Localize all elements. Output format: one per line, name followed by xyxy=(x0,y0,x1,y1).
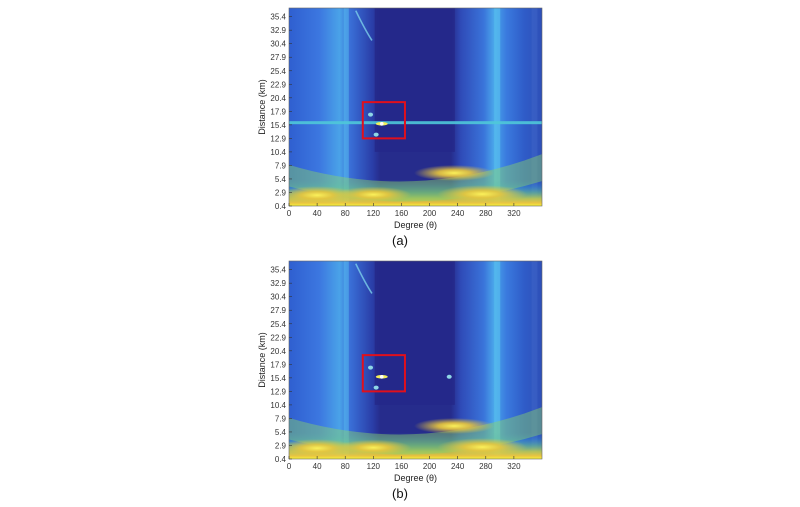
hot-spot xyxy=(335,186,412,203)
x-tick-label: 40 xyxy=(313,209,322,218)
x-tick-label: 320 xyxy=(507,209,521,218)
y-axis-label: Distance (km) xyxy=(257,79,267,135)
y-tick-label: 22.9 xyxy=(270,80,286,89)
x-tick-label: 80 xyxy=(341,462,350,471)
panel-b: 0 40 80 120 160 200 240 280 320 0.4 2.9 5.4 7.9 10.4 1… xyxy=(0,253,800,507)
y-tick-label: 25.4 xyxy=(270,320,286,329)
y-tick-label: 15.4 xyxy=(270,121,286,130)
clutter-column xyxy=(494,8,501,206)
clutter-line xyxy=(289,121,542,125)
x-tick-label: 200 xyxy=(423,209,437,218)
y-tick-label: 10.4 xyxy=(270,401,286,410)
x-tick-label: 240 xyxy=(451,462,465,471)
hot-spot xyxy=(289,186,358,205)
x-tick-label: 160 xyxy=(395,462,409,471)
caption-a: (a) xyxy=(392,233,408,248)
target-mark xyxy=(373,132,379,137)
x-tick-label: 160 xyxy=(395,209,409,218)
x-axis-label: Degree (θ) xyxy=(394,220,437,230)
target-core xyxy=(379,374,384,379)
x-tick-label: 200 xyxy=(423,462,437,471)
x-tick-label: 280 xyxy=(479,462,493,471)
dark-region xyxy=(374,261,455,405)
caption-b: (b) xyxy=(392,486,408,501)
y-tick-label: 5.4 xyxy=(275,428,287,437)
y-tick-label: 25.4 xyxy=(270,67,286,76)
target-mark xyxy=(446,374,452,379)
dark-region xyxy=(374,8,455,152)
x-tick-label: 0 xyxy=(287,209,292,218)
plot-area xyxy=(289,261,542,459)
y-tick-label: 0.4 xyxy=(275,455,287,464)
x-tick-label: 240 xyxy=(451,209,465,218)
x-tick-label: 120 xyxy=(367,209,381,218)
x-tick-label: 40 xyxy=(313,462,322,471)
clutter-column xyxy=(343,261,349,459)
y-tick-label: 32.9 xyxy=(270,26,286,35)
clutter-column xyxy=(343,8,349,206)
y-tick-label: 0.4 xyxy=(275,202,287,211)
y-tick-label: 12.9 xyxy=(270,134,286,143)
x-tick-label: 120 xyxy=(367,462,381,471)
clutter-column xyxy=(494,261,501,459)
hot-spot xyxy=(414,418,495,434)
plot-area xyxy=(289,8,542,206)
y-tick-label: 30.4 xyxy=(270,40,286,49)
y-tick-label: 27.9 xyxy=(270,53,286,62)
target-mark xyxy=(368,112,374,117)
highlight-box xyxy=(361,101,406,140)
target-mark xyxy=(368,365,374,370)
x-tick-label: 80 xyxy=(341,209,350,218)
hot-spot xyxy=(335,439,412,456)
x-axis-label: Degree (θ) xyxy=(394,473,437,483)
hot-spot xyxy=(289,439,358,458)
x-tick-label: 320 xyxy=(507,462,521,471)
y-tick-label: 20.4 xyxy=(270,94,286,103)
y-tick-label: 7.9 xyxy=(275,161,287,170)
y-tick-label: 17.9 xyxy=(270,360,286,369)
panel-a: 0 40 80 120 160 200 240 280 320 0.4 2.9 5.4 7.9 10.4 1… xyxy=(257,7,543,248)
y-tick-label: 5.4 xyxy=(275,175,287,184)
x-tick-label: 280 xyxy=(479,209,493,218)
clutter-column xyxy=(531,261,538,459)
clutter-column xyxy=(531,8,538,206)
arc-trace xyxy=(355,10,373,41)
target-mark xyxy=(373,385,379,390)
arc-trace xyxy=(355,263,373,294)
axes-frame xyxy=(288,7,543,207)
heatmap-a: 0 40 80 120 160 200 240 280 320 0.4 2.9 5.4 7.9 10.4 1… xyxy=(257,7,543,230)
hot-spot xyxy=(437,438,528,457)
y-axis-label: Distance (km) xyxy=(257,332,267,388)
hot-spot xyxy=(437,185,528,204)
target-core xyxy=(379,121,384,126)
y-tick-label: 20.4 xyxy=(270,347,286,356)
y-tick-label: 2.9 xyxy=(275,441,287,450)
y-tick-label: 32.9 xyxy=(270,279,286,288)
y-tick-label: 35.4 xyxy=(270,266,286,275)
y-tick-label: 2.9 xyxy=(275,188,287,197)
y-tick-label: 15.4 xyxy=(270,374,286,383)
heatmap-b: 0 40 80 120 160 200 240 280 320 0.4 2.9 5.4 7.9 10.4 1… xyxy=(257,260,543,483)
y-tick-label: 7.9 xyxy=(275,414,287,423)
y-tick-label: 17.9 xyxy=(270,107,286,116)
y-tick-label: 27.9 xyxy=(270,306,286,315)
y-tick-label: 12.9 xyxy=(270,387,286,396)
y-tick-label: 10.4 xyxy=(270,148,286,157)
highlight-box xyxy=(361,354,406,393)
y-tick-label: 35.4 xyxy=(270,13,286,22)
y-tick-label: 30.4 xyxy=(270,293,286,302)
x-tick-label: 0 xyxy=(287,462,292,471)
axes-frame xyxy=(288,260,543,460)
hot-spot xyxy=(414,165,495,181)
y-tick-label: 22.9 xyxy=(270,333,286,342)
